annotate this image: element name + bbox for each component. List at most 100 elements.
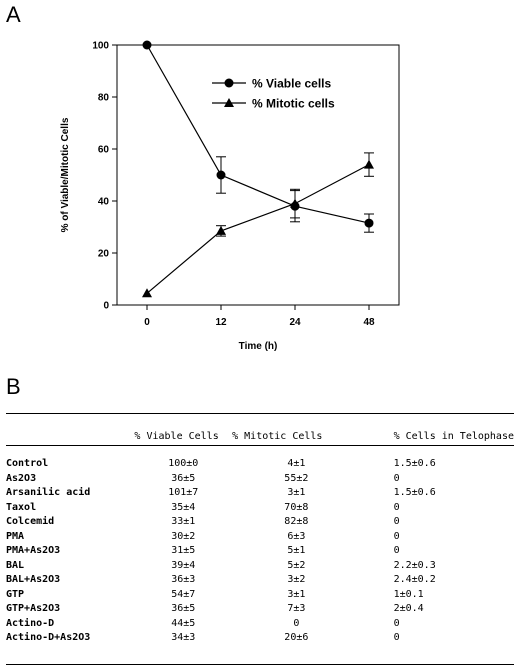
x-tick-label: 0 (144, 317, 150, 328)
panel-label-b: B (6, 374, 21, 399)
table-row: GTP 54±7 3±1 1±0.1 (6, 588, 514, 603)
row-telophase: 2.2±0.3 (393, 559, 436, 571)
row-telophase: 0 (393, 530, 400, 542)
panel-label-a: A (6, 2, 21, 27)
y-tick-label: 20 (98, 249, 110, 260)
y-tick-label: 0 (103, 301, 109, 312)
table-row: Control 100±0 4±1 1.5±0.6 (6, 445, 514, 472)
y-tick-label: 40 (98, 197, 110, 208)
row-mitotic: 70±8 (284, 501, 309, 513)
y-tick-label: 80 (98, 93, 110, 104)
row-mitotic: 3±1 (287, 487, 306, 498)
row-mitotic: 20±6 (284, 632, 309, 643)
row-telophase: 1±0.1 (393, 588, 424, 600)
row-telophase: 0 (393, 545, 400, 556)
x-tick-label: 24 (289, 317, 301, 328)
row-telophase: 0 (393, 501, 400, 513)
x-tick-label: 12 (215, 317, 227, 328)
table-row: As2O3 36±5 55±2 0 (6, 472, 514, 487)
row-treatment: BAL (6, 559, 25, 571)
row-treatment: As2O3 (6, 472, 37, 484)
row-telophase: 2.4±0.2 (393, 574, 436, 585)
header-viable: % Viable Cells (134, 431, 219, 442)
row-treatment: Control (6, 458, 49, 469)
table-row: Colcemid 33±1 82±8 0 (6, 515, 514, 530)
legend-marker-viable (224, 78, 234, 88)
row-viable: 101±7 (168, 487, 199, 498)
table-row: BAL+As2O3 36±3 3±2 2.4±0.2 (6, 573, 514, 588)
row-telophase: 1.5±0.6 (393, 458, 436, 469)
data-point-mitotic (290, 198, 300, 208)
data-point-viable (216, 170, 226, 180)
data-point-viable (364, 218, 374, 228)
table-row: Actino-D+As2O3 34±3 20±6 0 (6, 631, 514, 646)
table-header-rule (6, 445, 514, 446)
row-mitotic: 5±1 (287, 545, 306, 556)
row-viable: 36±5 (171, 603, 196, 614)
row-viable: 44±5 (171, 617, 196, 629)
row-telophase: 2±0.4 (393, 603, 424, 614)
results-table: % Viable Cells % Mitotic Cells % Cells i… (6, 428, 514, 646)
table-row: GTP+As2O3 36±5 7±3 2±0.4 (6, 602, 514, 617)
y-tick-label: 100 (92, 41, 109, 52)
data-point-mitotic (216, 225, 226, 235)
legend-marker-mitotic (224, 98, 234, 107)
data-point-mitotic (364, 159, 374, 169)
y-tick-label: 60 (98, 145, 110, 156)
row-viable: 34±3 (171, 632, 196, 643)
row-viable: 31±5 (171, 545, 196, 556)
plot-frame (116, 44, 400, 306)
table-row: PMA 30±2 6±3 0 (6, 530, 514, 545)
table-header-row: % Viable Cells % Mitotic Cells % Cells i… (6, 428, 514, 445)
row-treatment: BAL+As2O3 (6, 574, 61, 585)
row-mitotic: 3±2 (287, 574, 306, 585)
row-mitotic: 82±8 (284, 516, 309, 527)
row-telophase: 1.5±0.6 (393, 487, 436, 498)
row-treatment: GTP+As2O3 (6, 603, 61, 614)
row-treatment: Arsanilic acid (6, 487, 91, 498)
row-viable: 35±4 (171, 501, 196, 513)
header-mitotic: % Mitotic Cells (232, 431, 323, 442)
row-viable: 36±5 (171, 472, 196, 484)
legend-label: % Viable cells (252, 77, 331, 91)
series-line (146, 164, 370, 294)
row-mitotic: 5±2 (287, 559, 306, 571)
row-mitotic: 6±3 (287, 530, 306, 542)
row-mitotic: 3±1 (287, 588, 306, 600)
row-telophase: 0 (393, 472, 400, 484)
table-top-rule (6, 413, 514, 414)
y-axis-title: % of Viable/Mitotic Cells (60, 117, 71, 232)
series-line (146, 44, 370, 224)
row-treatment: GTP (6, 588, 25, 600)
row-viable: 33±1 (171, 516, 196, 527)
row-viable: 100±0 (168, 458, 199, 469)
row-treatment: Taxol (6, 501, 37, 513)
table-row: BAL 39±4 5±2 2.2±0.3 (6, 559, 514, 574)
row-viable: 39±4 (171, 559, 196, 571)
row-viable: 54±7 (171, 588, 196, 600)
row-viable: 36±3 (171, 574, 196, 585)
row-treatment: PMA+As2O3 (6, 545, 61, 556)
x-tick-label: 48 (363, 317, 375, 328)
line-chart: 0 20 40 60 80 100 0 12 24 48 Time (h) % of Viable/M… (60, 40, 400, 352)
row-telophase: 0 (393, 516, 400, 527)
table-row: Arsanilic acid 101±7 3±1 1.5±0.6 (6, 486, 514, 501)
row-treatment: Actino-D+As2O3 (6, 632, 91, 643)
row-telophase: 0 (393, 632, 400, 643)
row-mitotic: 4±1 (287, 458, 306, 469)
row-telophase: 0 (393, 617, 400, 629)
row-mitotic: 0 (293, 617, 300, 629)
header-telophase: % Cells in Telophase (393, 431, 514, 442)
row-treatment: PMA (6, 530, 25, 542)
header-treatment (6, 428, 134, 445)
row-treatment: Actino-D (6, 617, 55, 629)
table-row: PMA+As2O3 31±5 5±1 0 (6, 544, 514, 559)
table-row: Taxol 35±4 70±8 0 (6, 501, 514, 516)
row-mitotic: 7±3 (287, 603, 306, 614)
legend-label: % Mitotic cells (252, 97, 335, 111)
table-bottom-rule (6, 664, 514, 665)
row-treatment: Colcemid (6, 516, 55, 527)
row-mitotic: 55±2 (284, 472, 309, 484)
data-point-mitotic (142, 288, 152, 298)
x-axis-title: Time (h) (239, 341, 278, 352)
